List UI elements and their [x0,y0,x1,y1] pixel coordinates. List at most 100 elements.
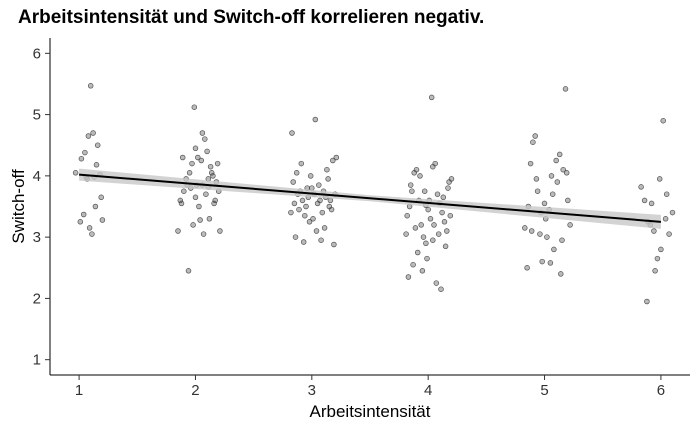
data-point [530,139,536,145]
data-point [208,170,215,176]
data-point [442,243,449,250]
data-point [404,212,410,219]
data-point [547,260,554,266]
data-point [432,160,438,167]
data-point [307,173,314,179]
data-point [413,166,420,173]
data-point [317,197,323,204]
data-point [554,179,561,185]
x-axis-title: Arbeitsintensität [310,402,431,421]
data-point [641,197,648,204]
data-point [553,157,559,164]
data-point [409,188,415,194]
data-point [439,209,445,216]
data-point [204,148,210,155]
data-point [417,173,423,179]
data-point [424,255,430,262]
data-point [444,228,450,234]
data-point [412,225,419,231]
data-point [72,170,79,176]
data-point [654,255,661,262]
data-point [410,261,416,268]
data-point [328,206,335,213]
y-tick-label: 6 [33,45,41,62]
data-point [199,130,206,136]
chart-title: Arbeitsintensität und Switch-off korreli… [18,7,485,28]
data-point [660,117,666,124]
y-tick-label: 4 [33,168,41,185]
data-point [196,203,202,210]
data-point [433,280,440,286]
data-point [98,194,104,201]
x-tick-label: 2 [191,382,199,399]
data-point [203,191,209,197]
data-point [93,162,100,168]
data-point [648,200,655,207]
data-point [524,265,530,271]
data-point [195,154,201,161]
data-point [539,258,545,265]
data-point [298,160,305,167]
axes-layer: 1 2 3 4 5 6 1 2 3 4 5 6 [33,38,690,399]
data-point [423,240,429,247]
data-point [666,231,672,237]
data-point [87,83,94,89]
data-point [313,228,320,234]
y-tick-label: 5 [33,107,41,124]
data-point [419,268,426,274]
data-point [420,234,427,240]
data-point [303,203,309,210]
data-point [190,222,196,228]
y-tick-label: 1 [33,352,41,369]
data-point [77,219,84,225]
data-point [312,116,319,123]
y-tick-label: 3 [33,229,41,246]
data-point [421,188,428,194]
data-point [206,216,213,222]
data-point [186,170,193,176]
data-point [210,173,216,179]
data-point [78,155,85,162]
data-point [562,86,569,92]
data-point [428,94,435,101]
data-point [197,217,203,223]
data-point [200,231,207,237]
data-point [414,249,421,256]
data-point [82,149,88,156]
data-point [556,151,563,158]
data-point [331,241,337,248]
data-point [330,157,336,164]
data-point [202,136,208,142]
data-point [327,197,334,204]
data-point [212,197,218,204]
data-point [435,231,442,237]
points-layer [72,83,676,305]
data-point [558,271,564,277]
data-point [318,237,324,243]
data-point [179,154,186,161]
data-point [192,145,199,152]
y-axis-title: Switch-off [9,169,28,244]
data-point [541,200,548,207]
x-tick-label: 4 [424,382,432,399]
x-tick-label: 5 [540,382,548,399]
data-point [321,225,328,231]
data-point [191,104,198,110]
data-point [407,182,414,188]
data-point [656,176,663,182]
data-point [192,194,199,201]
data-point [288,209,294,216]
data-point [299,197,306,204]
x-tick-label: 6 [657,382,665,399]
data-point [319,209,326,216]
data-point [651,228,657,234]
data-point [663,191,670,197]
data-point [89,231,95,237]
data-point [448,176,455,182]
data-point [90,130,96,136]
data-point [431,222,437,228]
data-point [560,166,566,173]
y-tick-label: 2 [33,290,41,307]
data-point [175,228,181,234]
